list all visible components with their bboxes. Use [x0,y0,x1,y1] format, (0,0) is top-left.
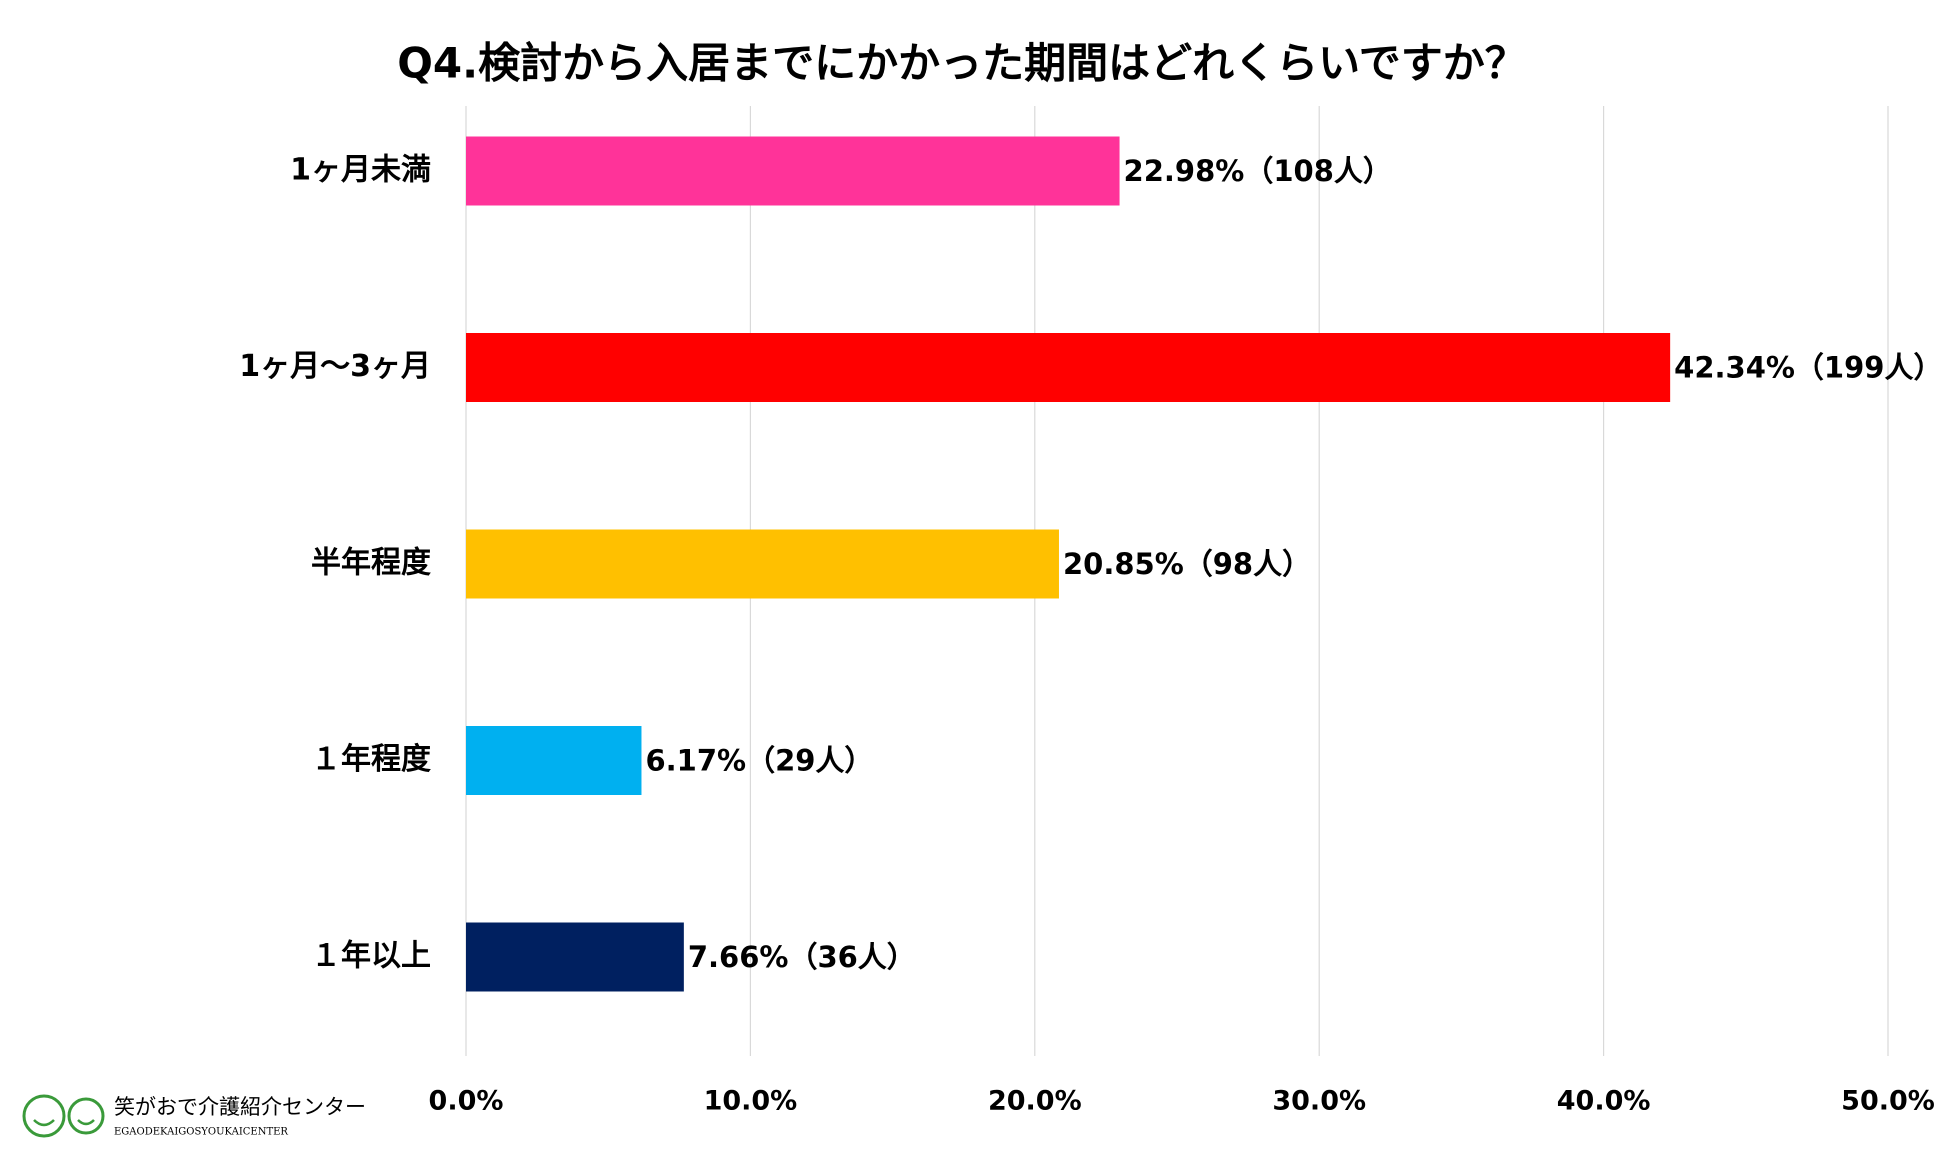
x-tick-label: 30.0% [1272,1086,1366,1117]
data-label: 22.98%（108人） [1124,154,1392,188]
chart-title: Q4.検討から入居までにかかった期間はどれくらいですか？ [397,39,1527,88]
logo-icon [22,1094,66,1138]
data-label: 7.66%（36人） [688,940,916,974]
y-tick-label: １年以上 [311,939,431,974]
logo-sub: EGAODEKAIGOSYOUKAICENTER [114,1127,288,1138]
y-tick-label: 1ヶ月未満 [290,153,431,188]
logo-icon [67,1097,105,1135]
x-tick-label: 0.0% [429,1086,504,1117]
x-tick-label: 40.0% [1557,1086,1651,1117]
y-tick-label: 半年程度 [311,546,431,581]
x-tick-label: 50.0% [1841,1086,1935,1117]
logo: 笑がおで介護紹介センター EGAODEKAIGOSYOUKAICENTER [22,1094,366,1138]
x-tick-label: 10.0% [704,1086,798,1117]
data-label: 20.85%（98人） [1063,547,1311,581]
bar [466,529,1059,599]
logo-smile [33,1119,95,1127]
y-tick-label: 1ヶ月〜3ヶ月 [239,349,431,384]
bar [466,136,1120,206]
data-label: 42.34%（199人） [1674,351,1942,385]
x-tick-label: 20.0% [988,1086,1082,1117]
data-label: 6.17%（29人） [645,744,873,778]
bar [466,922,684,992]
bar [466,333,1671,402]
logo-name: 笑がおで介護紹介センター [114,1095,366,1119]
y-tick-label: １年程度 [311,742,431,777]
bar [466,726,642,795]
